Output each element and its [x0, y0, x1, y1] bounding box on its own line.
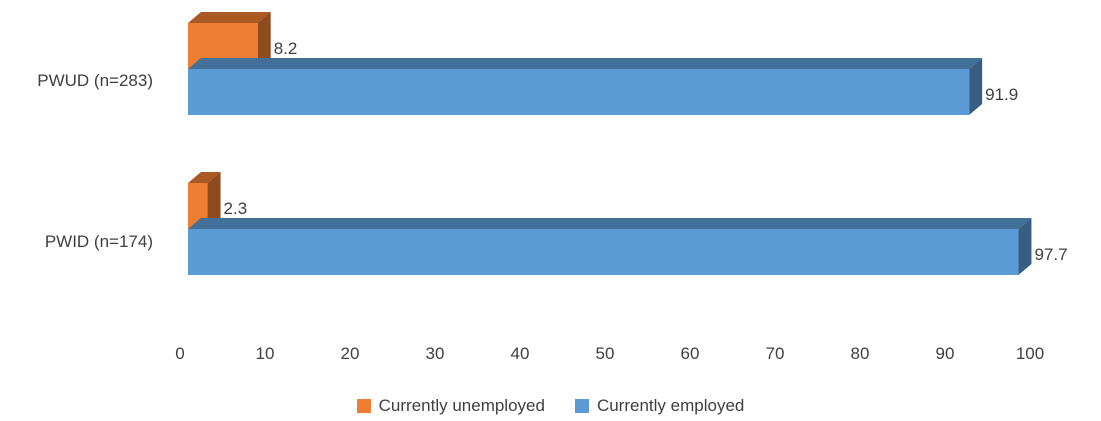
legend-swatch [356, 399, 371, 413]
bar-top-face [188, 58, 983, 69]
x-tick-label: 70 [766, 344, 785, 363]
x-tick-label: 30 [426, 344, 445, 363]
category-label: PWID (n=174) [45, 232, 153, 251]
x-tick-label: 80 [851, 344, 870, 363]
bar-employed: 91.9 [188, 58, 1018, 115]
x-tick-label: 40 [511, 344, 530, 363]
x-axis-ticks: 0 10 20 30 40 50 60 70 80 90 100 [175, 344, 1044, 363]
data-label: 8.2 [274, 39, 298, 58]
legend-label: Currently unemployed [378, 396, 545, 415]
data-label: 97.7 [1034, 245, 1067, 264]
x-tick-label: 90 [936, 344, 955, 363]
bar-employed: 97.7 [188, 218, 1068, 275]
chart-area: 8.291.92.397.7 PWUD (n=283)PWID (n=174) … [37, 12, 1068, 363]
bar-top-face [188, 172, 221, 183]
data-label: 91.9 [985, 85, 1018, 104]
legend-label: Currently employed [596, 396, 745, 415]
bar-front-face [188, 229, 1019, 275]
legend-item-unemployed: Currently unemployed [356, 396, 545, 416]
bar-side-face [969, 58, 983, 115]
legend-swatch [574, 399, 589, 413]
x-tick-label: 60 [681, 344, 700, 363]
x-tick-label: 10 [256, 344, 275, 363]
data-label: 2.3 [224, 199, 248, 218]
x-tick-label: 0 [175, 344, 184, 363]
category-labels: PWUD (n=283) PWID (n=174) [37, 71, 153, 251]
legend-item-employed: Currently employed [574, 396, 745, 416]
bars-group: 8.2 91.9 2.3 97.7 [188, 12, 1068, 275]
x-tick-label: 20 [341, 344, 360, 363]
bar-front-face [188, 69, 970, 115]
x-tick-label: 50 [596, 344, 615, 363]
category-label: PWUD (n=283) [37, 71, 153, 90]
bar-front-face [188, 183, 208, 229]
bar-unemployed: 2.3 [188, 172, 247, 229]
bar-side-face [257, 12, 271, 69]
x-tick-label: 100 [1016, 344, 1044, 363]
bar-top-face [188, 12, 271, 23]
bar-side-face [1018, 218, 1032, 275]
legend: Currently unemployed Currently employed [0, 394, 1101, 418]
bar-side-face [207, 172, 221, 229]
bar-top-face [188, 218, 1032, 229]
